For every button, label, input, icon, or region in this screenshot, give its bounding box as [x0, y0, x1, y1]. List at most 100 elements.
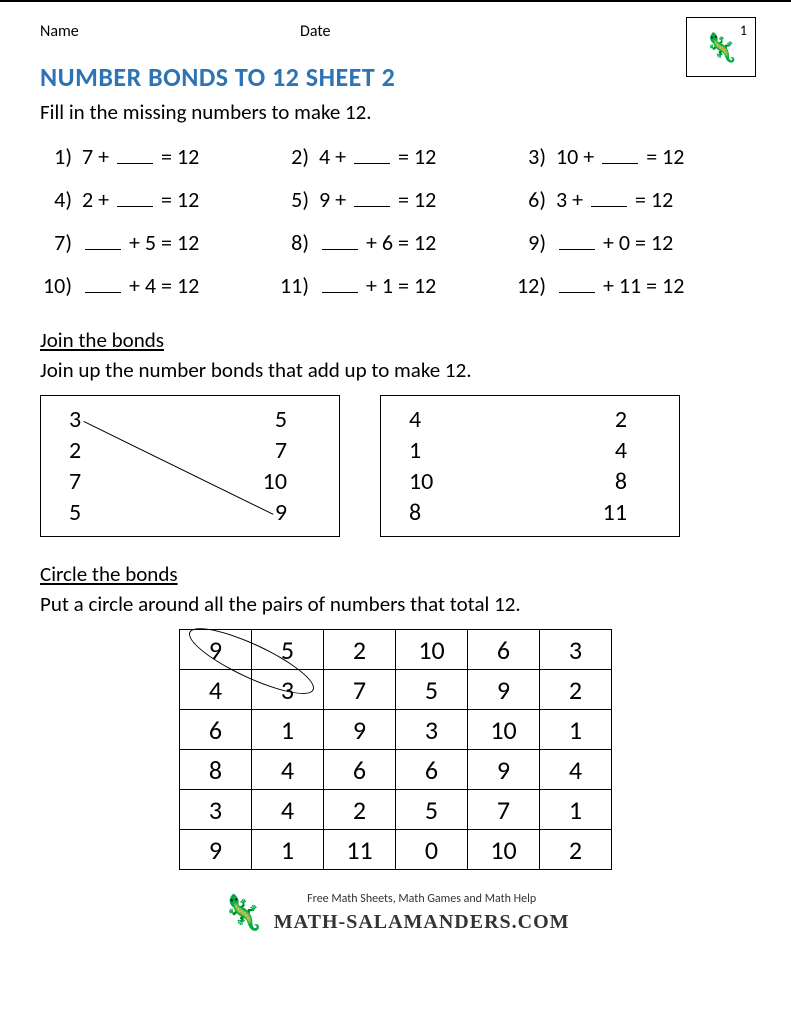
circle-sub: Put a circle around all the pairs of num… — [40, 591, 751, 617]
answer-blank[interactable] — [591, 187, 627, 207]
bond-pair: 14 — [405, 435, 655, 466]
join-heading: Join the bonds — [40, 327, 751, 353]
problem-number: 9) — [514, 229, 556, 256]
grid-cell: 6 — [468, 630, 540, 670]
grid-cell: 6 — [396, 750, 468, 790]
grid-row: 342571 — [180, 790, 612, 830]
problem: 4)2 + = 12 — [40, 186, 277, 213]
bond-pair: 811 — [405, 497, 655, 528]
date-label: Date — [300, 22, 331, 41]
bond-left: 1 — [409, 436, 421, 465]
problem-number: 8) — [277, 229, 319, 256]
problem-expression: + 6 = 12 — [319, 229, 436, 256]
grade-badge: 1 — [738, 22, 749, 39]
answer-blank[interactable] — [85, 273, 121, 293]
grid-cell: 8 — [180, 750, 252, 790]
answer-blank[interactable] — [117, 187, 153, 207]
answer-blank[interactable] — [559, 230, 595, 250]
grid-cell: 9 — [180, 830, 252, 870]
grid-cell: 4 — [180, 670, 252, 710]
bond-left: 4 — [409, 405, 421, 434]
grid-cell: 1 — [540, 790, 612, 830]
bond-pair: 59 — [65, 497, 315, 528]
bond-right: 4 — [615, 436, 627, 465]
bond-right: 10 — [263, 467, 287, 496]
problems-grid: 1)7 + = 122)4 + = 123)10 + = 124)2 + = 1… — [40, 143, 751, 299]
grid-cell: 0 — [396, 830, 468, 870]
problem: 10) + 4 = 12 — [40, 272, 277, 299]
grid-cell: 2 — [324, 790, 396, 830]
bond-box-1: 352771059 — [40, 395, 340, 537]
grid-cell: 10 — [468, 710, 540, 750]
grid-cell: 4 — [252, 790, 324, 830]
answer-blank[interactable] — [602, 144, 638, 164]
problem-expression: + 1 = 12 — [319, 272, 436, 299]
salamander-icon: 🦎 — [704, 30, 739, 65]
problem-number: 6) — [514, 186, 556, 213]
grid-row: 437592 — [180, 670, 612, 710]
answer-blank[interactable] — [322, 230, 358, 250]
bond-right: 7 — [275, 436, 287, 465]
problem-number: 2) — [277, 143, 319, 170]
grid-cell: 3 — [252, 670, 324, 710]
bond-pair: 42 — [405, 404, 655, 435]
problem-expression: 4 + = 12 — [319, 143, 436, 170]
bond-right: 5 — [275, 405, 287, 434]
bond-pair: 108 — [405, 466, 655, 497]
grid-cell: 1 — [540, 710, 612, 750]
bond-right: 8 — [615, 467, 627, 496]
grid-cell: 10 — [396, 630, 468, 670]
instruction-text: Fill in the missing numbers to make 12. — [40, 99, 751, 125]
grid-cell: 7 — [468, 790, 540, 830]
answer-blank[interactable] — [85, 230, 121, 250]
answer-blank[interactable] — [117, 144, 153, 164]
problem-number: 5) — [277, 186, 319, 213]
problem: 7) + 5 = 12 — [40, 229, 277, 256]
bond-right: 2 — [615, 405, 627, 434]
grade-logo-box: 🦎 1 — [686, 17, 756, 77]
worksheet-title: NUMBER BONDS TO 12 SHEET 2 — [40, 61, 751, 93]
name-label: Name — [40, 22, 300, 41]
answer-blank[interactable] — [354, 144, 390, 164]
problem-expression: 7 + = 12 — [82, 143, 199, 170]
problem: 6)3 + = 12 — [514, 186, 751, 213]
problem: 3)10 + = 12 — [514, 143, 751, 170]
problem-number: 10) — [40, 272, 82, 299]
bond-left: 5 — [69, 498, 81, 527]
problem-number: 1) — [40, 143, 82, 170]
grid-cell: 10 — [468, 830, 540, 870]
problem: 12) + 11 = 12 — [514, 272, 751, 299]
worksheet-page: Name Date 🦎 1 NUMBER BONDS TO 12 SHEET 2… — [0, 0, 791, 948]
circle-grid: 9521063437592619310184669434257191110102 — [179, 629, 612, 870]
answer-blank[interactable] — [354, 187, 390, 207]
answer-blank[interactable] — [322, 273, 358, 293]
grid-cell: 4 — [252, 750, 324, 790]
problem: 8) + 6 = 12 — [277, 229, 514, 256]
problem-expression: + 0 = 12 — [556, 229, 673, 256]
problem-number: 12) — [514, 272, 556, 299]
join-sub: Join up the number bonds that add up to … — [40, 357, 751, 383]
bond-left: 2 — [69, 436, 81, 465]
answer-blank[interactable] — [559, 273, 595, 293]
problem-expression: + 4 = 12 — [82, 272, 199, 299]
grid-row: 846694 — [180, 750, 612, 790]
grid-cell: 3 — [180, 790, 252, 830]
grid-cell: 3 — [396, 710, 468, 750]
problem: 1)7 + = 12 — [40, 143, 277, 170]
grid-row: 6193101 — [180, 710, 612, 750]
footer-tagline: Free Math Sheets, Math Games and Math He… — [274, 891, 570, 908]
problem-expression: 3 + = 12 — [556, 186, 673, 213]
problem: 5)9 + = 12 — [277, 186, 514, 213]
bond-left: 7 — [69, 467, 81, 496]
grid-cell: 7 — [324, 670, 396, 710]
footer-site: MATH-SALAMANDERS.COM — [274, 908, 570, 936]
grid-cell: 9 — [468, 670, 540, 710]
grid-cell: 4 — [540, 750, 612, 790]
problem-number: 3) — [514, 143, 556, 170]
grid-cell: 2 — [324, 630, 396, 670]
bond-right: 11 — [603, 498, 627, 527]
problem-expression: + 11 = 12 — [556, 272, 684, 299]
grid-cell: 9 — [468, 750, 540, 790]
bond-pair: 27 — [65, 435, 315, 466]
header-row: Name Date — [40, 22, 751, 41]
